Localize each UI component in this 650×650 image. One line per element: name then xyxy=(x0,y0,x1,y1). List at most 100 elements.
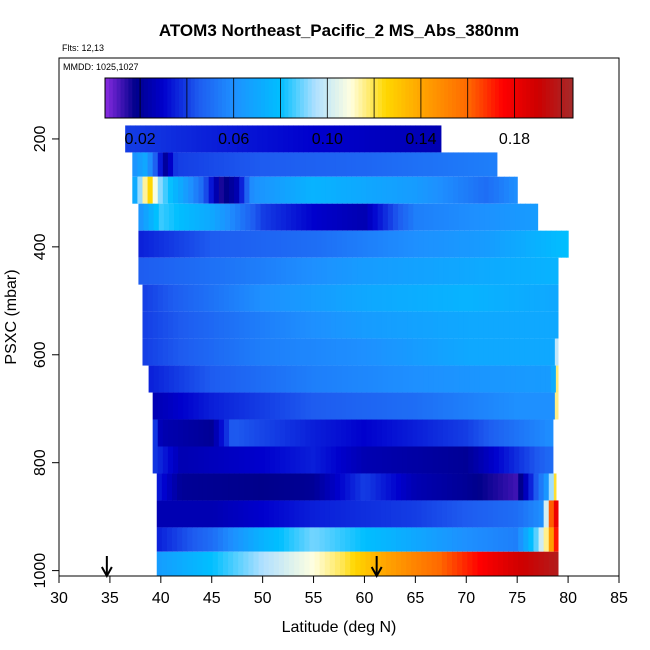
heatmap-cell-5 xyxy=(301,257,308,285)
x-tick-label: 40 xyxy=(152,590,170,607)
heatmap-cell-0 xyxy=(303,125,310,153)
heatmap-cell-5 xyxy=(530,257,537,285)
heatmap-cell-8 xyxy=(524,338,530,366)
colorbar-segment xyxy=(374,78,379,118)
heatmap-cell-4 xyxy=(255,230,262,258)
heatmap-cell-13 xyxy=(258,473,265,501)
heatmap-cell-6 xyxy=(554,284,559,312)
heatmap-cell-8 xyxy=(381,338,388,366)
heatmap-cell-4 xyxy=(240,230,246,258)
heatmap-cell-13 xyxy=(390,473,397,501)
heatmap-cell-16 xyxy=(370,551,377,576)
heatmap-cell-2 xyxy=(239,176,245,204)
heatmap-cell-5 xyxy=(296,257,302,285)
heatmap-cell-11 xyxy=(519,419,525,447)
colorbar-segment xyxy=(296,78,301,118)
heatmap-cell-10 xyxy=(549,392,556,420)
heatmap-cell-11 xyxy=(244,419,250,447)
colorbar-segment xyxy=(537,78,543,118)
heatmap-cell-5 xyxy=(448,257,455,285)
heatmap-cell-15 xyxy=(324,527,331,552)
heatmap-cell-12 xyxy=(483,446,490,474)
heatmap-cell-15 xyxy=(222,527,229,552)
heatmap-cell-6 xyxy=(544,284,551,312)
heatmap-cell-6 xyxy=(351,284,357,312)
heatmap-cell-2 xyxy=(407,176,413,204)
colorbar-segment xyxy=(276,78,281,118)
heatmap-cell-13 xyxy=(452,473,458,501)
heatmap-cell-4 xyxy=(423,230,430,258)
heatmap-cell-13 xyxy=(228,473,234,501)
heatmap-cell-2 xyxy=(473,176,480,204)
heatmap-cell-15 xyxy=(340,527,346,552)
colorbar-segment xyxy=(545,78,551,118)
heatmap-cell-15 xyxy=(278,527,285,552)
colorbar-segment xyxy=(268,78,274,118)
heatmap-cell-2 xyxy=(509,176,515,204)
y-tick-label: 1000 xyxy=(32,553,49,589)
heatmap-cell-14 xyxy=(462,500,468,528)
heatmap-cell-3 xyxy=(301,203,308,231)
heatmap-cell-2 xyxy=(366,176,373,204)
heatmap-cell-9 xyxy=(265,365,272,393)
heatmap-cell-3 xyxy=(428,203,435,231)
heatmap-cell-2 xyxy=(147,176,154,204)
colorbar-frame xyxy=(104,77,574,119)
heatmap-cell-2 xyxy=(341,176,347,204)
heatmap-cell-7 xyxy=(463,311,469,339)
heatmap-cell-5 xyxy=(158,257,165,285)
heatmap-cell-11 xyxy=(300,419,306,447)
heatmap-cell-1 xyxy=(488,152,495,177)
heatmap-cell-13 xyxy=(513,473,519,501)
colorbar-segment xyxy=(261,78,266,118)
heatmap-cell-8 xyxy=(213,338,220,366)
heatmap-cell-4 xyxy=(372,230,379,258)
heatmap-cell-3 xyxy=(184,203,190,231)
heatmap-cell-15 xyxy=(334,527,341,552)
heatmap-cell-10 xyxy=(183,392,189,420)
heatmap-cell-16 xyxy=(243,551,249,576)
heatmap-cell-0 xyxy=(425,125,432,153)
colorbar-segment xyxy=(342,78,348,118)
heatmap-cell-3 xyxy=(209,203,216,231)
heatmap-cell-1 xyxy=(341,152,347,177)
heatmap-cell-2 xyxy=(437,176,444,204)
heatmap-cell-16 xyxy=(334,551,341,576)
heatmap-cell-16 xyxy=(543,551,550,576)
y-axis: 200 400 600 800 1000 xyxy=(32,125,59,588)
heatmap-cell-12 xyxy=(509,446,515,474)
heatmap-cell-0 xyxy=(130,125,136,153)
heatmap-cell-6 xyxy=(142,284,149,312)
heatmap-cell-5 xyxy=(494,257,501,285)
heatmap-cell-14 xyxy=(212,500,219,528)
heatmap-cell-16 xyxy=(202,551,209,576)
heatmap-cell-16 xyxy=(217,551,224,576)
heatmap-cell-8 xyxy=(147,338,154,366)
heatmap-cell-14 xyxy=(345,500,351,528)
heatmap-cell-10 xyxy=(310,392,317,420)
heatmap-cell-12 xyxy=(152,446,159,474)
heatmap-cell-15 xyxy=(345,527,351,552)
heatmap-cell-14 xyxy=(548,500,555,528)
heatmap-cell-15 xyxy=(370,527,377,552)
heatmap-cell-13 xyxy=(314,473,321,501)
heatmap-cell-8 xyxy=(229,338,235,366)
heatmap-cell-2 xyxy=(152,176,159,204)
colorbar-segment xyxy=(420,78,426,118)
heatmap-cell-3 xyxy=(250,203,257,231)
heatmap-cell-4 xyxy=(560,230,567,258)
heatmap-cell-16 xyxy=(253,551,260,576)
heatmap-cell-9 xyxy=(158,365,165,393)
heatmap-cell-10 xyxy=(315,392,322,420)
heatmap-cell-3 xyxy=(464,203,470,231)
heatmap-cell-10 xyxy=(335,392,342,420)
heatmap-cell-7 xyxy=(544,311,551,339)
heatmap-cell-8 xyxy=(417,338,424,366)
colorbar-segment xyxy=(132,78,137,118)
heatmap-cell-12 xyxy=(549,446,554,474)
heatmap-cell-7 xyxy=(509,311,515,339)
heatmap-cell-4 xyxy=(443,230,450,258)
heatmap-cell-4 xyxy=(438,230,445,258)
colorbar-segment xyxy=(253,78,258,118)
heatmap-cell-1 xyxy=(223,152,230,177)
